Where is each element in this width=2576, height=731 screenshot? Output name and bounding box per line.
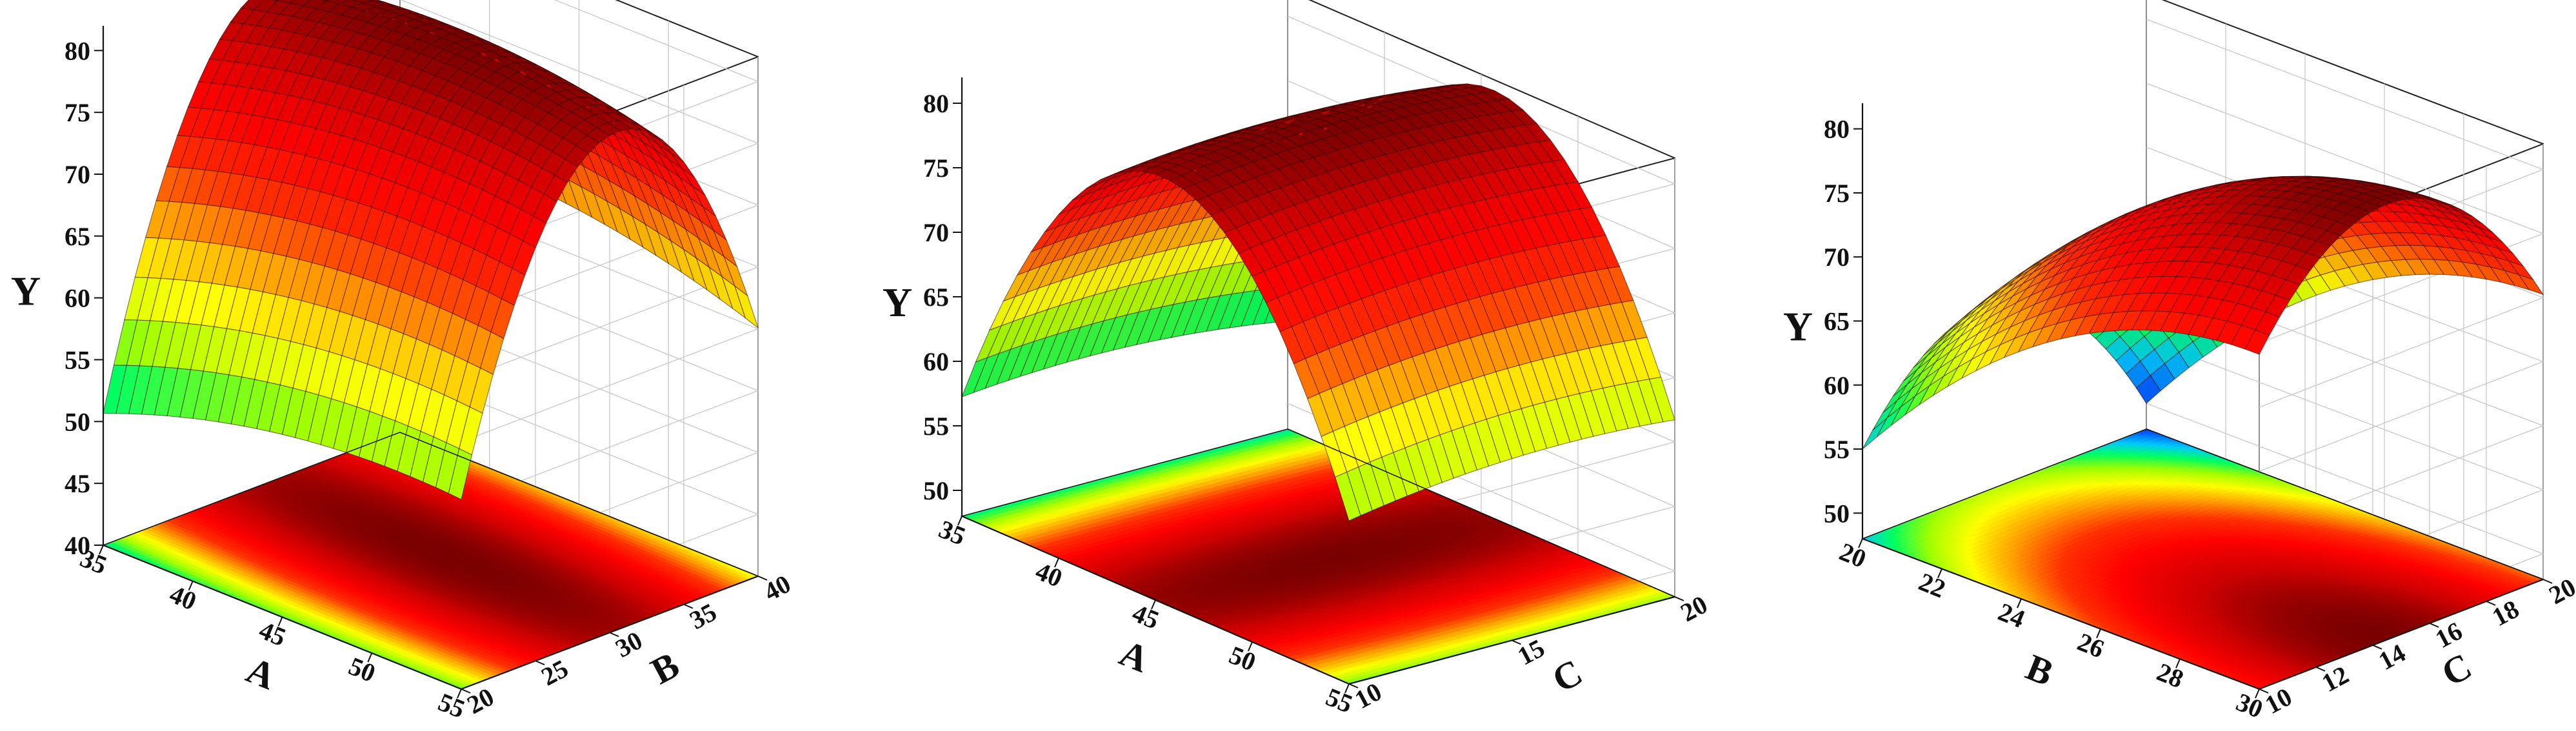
z-axis-title: Y [11,268,41,314]
z-tick-label: 70 [923,218,949,247]
z-tick-label: 55 [1824,435,1850,464]
y-axis-title: C [1546,651,1590,701]
y-tick-label: 16 [2430,616,2466,654]
x-axis-line [1862,537,2260,690]
surface-cell [1862,417,1888,450]
x-tick-label: 35 [935,514,970,551]
y-tick-label: 40 [759,569,795,607]
x-tick-label: 20 [1835,537,1870,574]
z-tick-label: 65 [65,222,90,251]
x-tick-label: 22 [1915,567,1950,604]
z-tick-label: 80 [923,89,949,118]
x-tick-label: 50 [1225,640,1260,677]
z-tick-label: 60 [65,284,90,313]
z-tick-label: 60 [1824,371,1850,400]
z-tick-label: 55 [923,412,949,441]
x-tick-label: 24 [1994,597,2029,634]
z-tick-label: 45 [65,469,90,498]
z-tick-label: 60 [923,347,949,376]
contour-floor [102,432,759,690]
y-tick-label: 20 [2544,572,2576,610]
z-axis-title: Y [883,279,912,325]
z-tick-label: 70 [1824,243,1850,272]
z-tick-label: 75 [65,98,90,127]
z-tick-label: 80 [1824,115,1850,144]
response-surface [1862,175,2544,450]
axes [94,26,768,699]
x-tick-label: 40 [1032,556,1066,593]
x-axis-title: A [1114,632,1155,681]
contour-floor [961,428,1676,685]
z-tick-label: 55 [65,346,90,375]
y-tick-label: 14 [2373,638,2410,676]
x-axis-title: B [2021,646,2059,694]
x-tick-label: 45 [1128,598,1163,635]
surface-cell [368,0,384,3]
z-tick-label: 50 [923,476,949,505]
axes [1853,103,2553,699]
y-axis-title: C [2435,645,2479,694]
z-tick-label: 80 [65,36,90,65]
axes [953,77,1684,694]
y-tick-label: 12 [2317,660,2353,698]
z-tick-label: 75 [1824,179,1850,208]
surface-cell [961,357,988,397]
x-tick-label: 50 [344,651,379,688]
surface-plot-3: 50 55 60 65 70 75 80 20 22 24 26 28 30 10 12 14 16 18 20 B C… [1717,0,2576,731]
y-tick-label: 35 [684,597,721,636]
x-tick-label: 40 [166,579,201,616]
z-tick-label: 50 [1824,499,1850,528]
x-tick-label: 26 [2073,627,2108,664]
y-axis-line [2259,578,2544,690]
x-tick-label: 45 [255,616,290,652]
z-tick-label: 50 [65,407,90,436]
z-tick-label: 75 [923,154,949,183]
y-axis-title: B [644,644,686,693]
response-surface [961,83,1675,521]
z-tick-label: 40 [65,531,90,560]
x-axis-title: A [241,648,281,697]
surface-cell [103,365,127,414]
y-tick-label: 10 [2260,682,2296,720]
z-tick-label: 65 [1824,307,1850,336]
y-tick-label: 20 [1675,590,1712,628]
z-axis-title: Y [1783,304,1813,350]
y-tick-label: 18 [2487,594,2523,632]
z-tick-label: 65 [923,283,949,312]
y-tick-label: 30 [610,625,646,663]
response-surface [103,0,759,500]
surface-plot-1: 40 45 50 55 60 65 70 75 80 35 40 45 50 55 20 25 30 35 40 A B… [0,0,859,731]
z-tick-label: 70 [65,160,90,189]
x-tick-label: 28 [2153,657,2188,694]
y-tick-label: 20 [462,682,498,720]
surface-plot-2: 50 55 60 65 70 75 80 35 40 45 50 55 10 15 20 A C Y [859,0,1717,731]
y-tick-label: 25 [536,654,572,692]
contour-floor [1861,428,2544,690]
